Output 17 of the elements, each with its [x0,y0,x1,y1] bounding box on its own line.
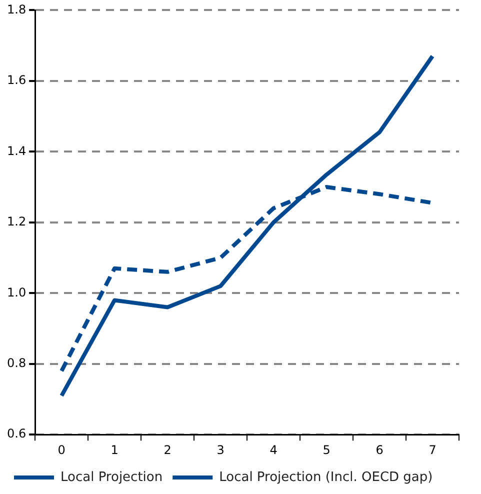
x-tick-label: 6 [376,442,384,457]
x-tick-label: 1 [110,442,118,457]
x-tick-label: 7 [428,442,436,457]
y-tick-label: 1.6 [6,73,26,88]
x-tick-label: 2 [164,442,172,457]
y-tick-label: 1.4 [6,144,26,158]
y-tick-label: 1.8 [6,2,26,16]
y-tick-label: 0.6 [6,426,26,441]
legend-label: Local Projection [60,470,163,485]
x-tick-label: 0 [58,442,66,457]
x-tick-label: 4 [270,442,278,457]
y-tick-label: 1.0 [6,285,26,300]
x-tick-label: 3 [216,442,224,457]
legend-label: Local Projection (Incl. OECD gap) [219,470,433,485]
x-tick-label: 5 [322,442,330,457]
y-tick-label: 0.8 [6,356,26,370]
y-tick-label: 1.2 [6,214,26,229]
